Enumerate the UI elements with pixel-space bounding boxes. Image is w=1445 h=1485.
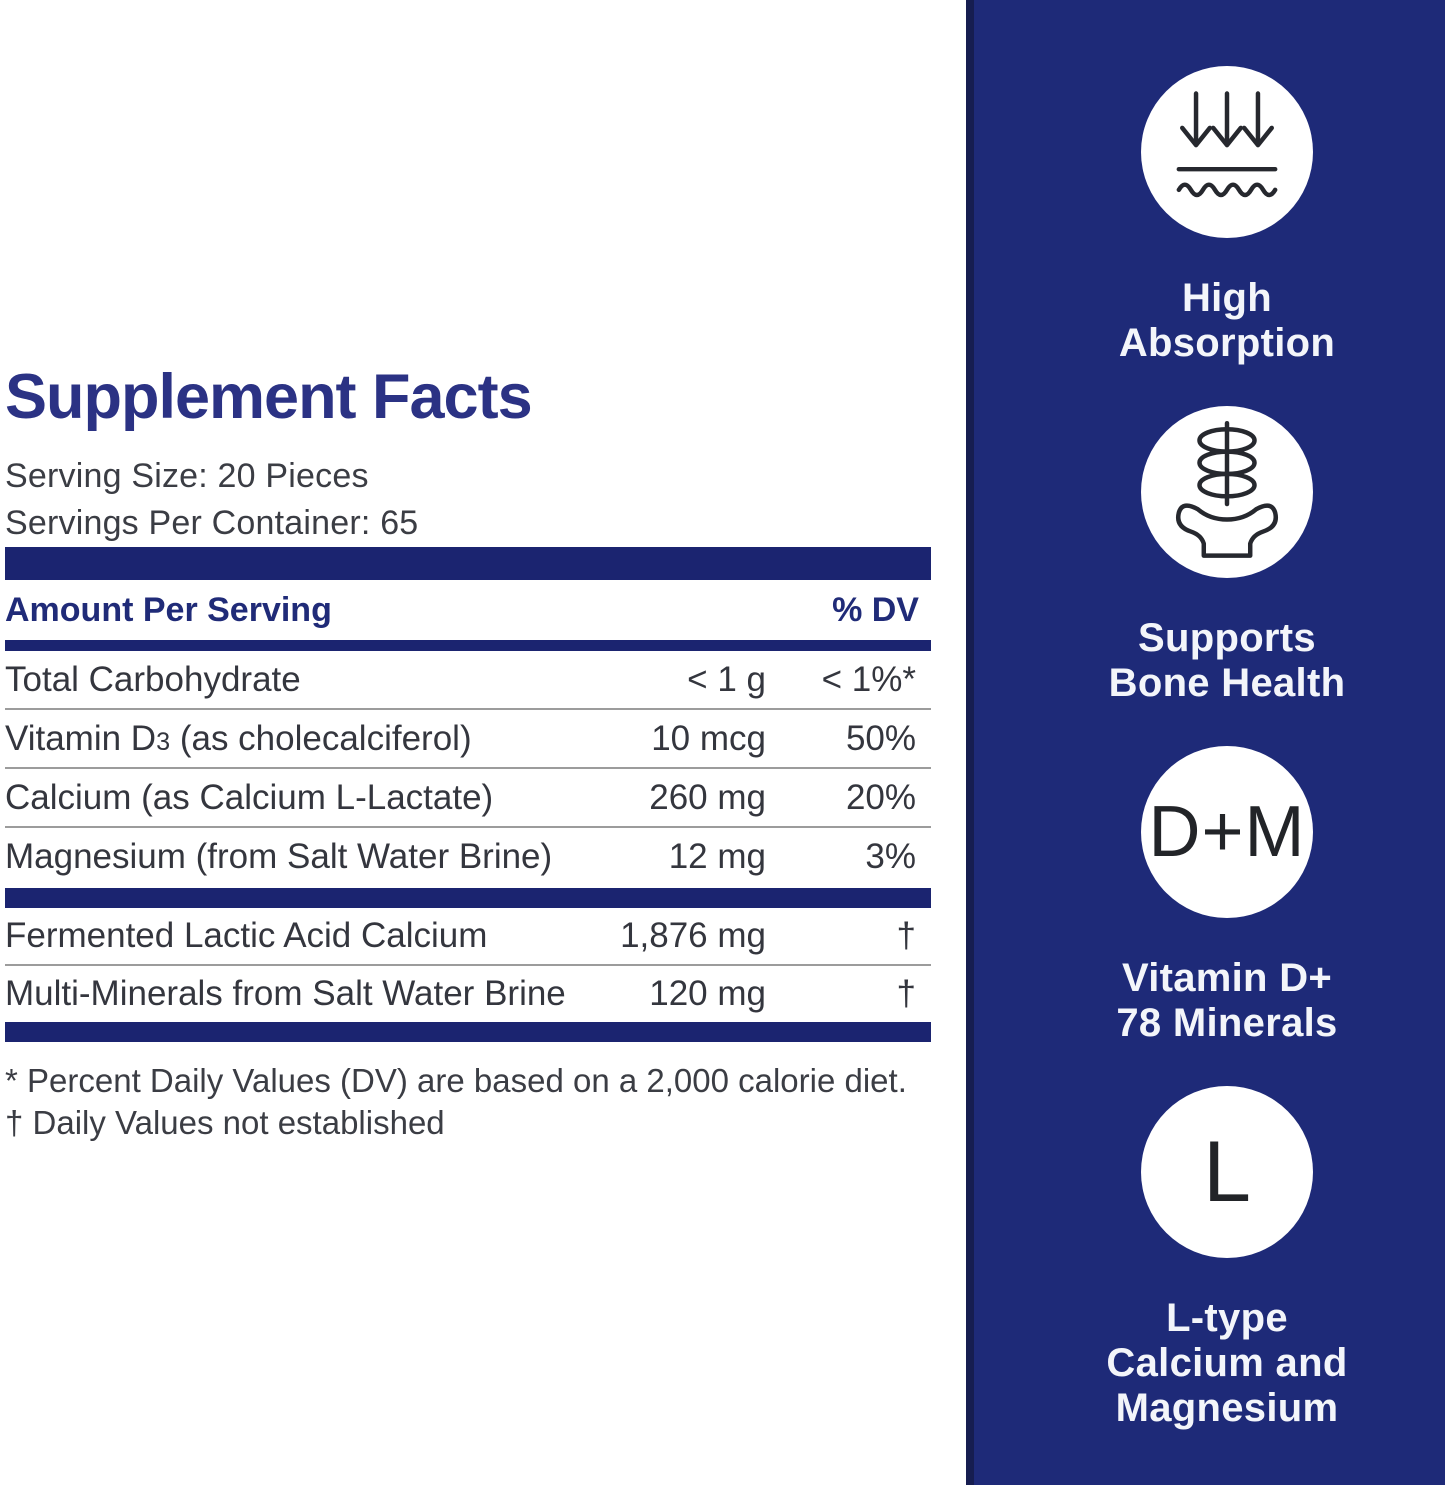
features-list: High Absorption Supports Bone Health <box>974 0 1445 1485</box>
nutrient-amount: 10 mcg <box>651 718 766 758</box>
d-plus-m-badge-icon: D+M <box>1140 746 1313 918</box>
supplement-facts-panel: Supplement Facts Serving Size: 20 Pieces… <box>5 366 931 1144</box>
nutrient-dv: 20% <box>845 777 916 817</box>
features-sidebar: High Absorption Supports Bone Health <box>966 0 1445 1485</box>
nutrient-amount: 1,876 mg <box>620 916 766 955</box>
feature-high-absorption: High Absorption <box>1119 66 1335 366</box>
percent-dv-header: % DV <box>832 590 919 629</box>
d-plus-m-text: D+M <box>1148 792 1306 872</box>
divider-bar-top <box>5 547 931 580</box>
nutrient-dv: 50% <box>845 718 916 758</box>
nutrient-dv: † <box>896 974 916 1013</box>
feature-bone-health: Supports Bone Health <box>1109 406 1346 706</box>
footnote-dv: * Percent Daily Values (DV) are based on… <box>5 1062 907 1099</box>
nutrient-amount: 260 mg <box>649 777 766 817</box>
footnotes: * Percent Daily Values (DV) are based on… <box>5 1060 931 1144</box>
nutrient-label: Vitamin D3 (as cholecalciferol) <box>5 718 472 758</box>
feature-label: Supports Bone Health <box>1108 616 1346 705</box>
nutrients-table-group-1: Total Carbohydrate < 1 g < 1%* Vitamin D… <box>5 651 931 885</box>
serving-info: Serving Size: 20 Pieces Servings Per Con… <box>5 453 931 547</box>
divider-bar-bottom <box>5 1022 931 1042</box>
table-header-row: Amount Per Serving % DV <box>5 580 931 640</box>
table-row: Multi-Minerals from Salt Water Brine 120… <box>5 966 931 1022</box>
nutrients-table-group-2: Fermented Lactic Acid Calcium 1,876 mg †… <box>5 908 931 1022</box>
divider-bar-middle <box>5 888 931 908</box>
nutrient-label: Calcium (as Calcium L-Lactate) <box>5 777 494 817</box>
table-row: Vitamin D3 (as cholecalciferol) 10 mcg 5… <box>5 710 931 769</box>
nutrient-label: Fermented Lactic Acid Calcium <box>5 916 488 955</box>
table-row: Total Carbohydrate < 1 g < 1%* <box>5 651 931 710</box>
table-row: Fermented Lactic Acid Calcium 1,876 mg † <box>5 908 931 966</box>
nutrient-label: Magnesium (from Salt Water Brine) <box>5 836 553 876</box>
spine-icon <box>1140 406 1313 578</box>
nutrient-amount: 12 mg <box>668 836 766 876</box>
l-badge-icon: L <box>1140 1086 1313 1258</box>
page-title: Supplement Facts <box>5 362 533 432</box>
nutrient-amount: 120 mg <box>649 974 766 1013</box>
servings-per-container-text: Servings Per Container: 65 <box>5 504 419 542</box>
table-row: Magnesium (from Salt Water Brine) 12 mg … <box>5 828 931 885</box>
feature-label: Vitamin D+ 78 Minerals <box>1116 956 1338 1045</box>
absorption-icon <box>1141 66 1313 238</box>
feature-label: High Absorption <box>1118 276 1336 365</box>
nutrient-dv: < 1%* <box>821 659 916 699</box>
feature-vitamin-d-minerals: D+M Vitamin D+ 78 Minerals <box>1116 746 1337 1046</box>
nutrient-label: Multi-Minerals from Salt Water Brine <box>5 974 566 1013</box>
nutrient-dv: † <box>896 916 916 955</box>
footnote-dagger: † Daily Values not established <box>5 1104 445 1141</box>
amount-per-serving-header: Amount Per Serving <box>5 590 332 629</box>
feature-label: L-type Calcium and Magnesium <box>1106 1296 1348 1430</box>
nutrient-amount: < 1 g <box>687 659 766 699</box>
nutrient-label: Total Carbohydrate <box>5 659 301 699</box>
serving-size-text: Serving Size: 20 Pieces <box>5 457 369 495</box>
nutrient-dv: 3% <box>865 836 916 876</box>
divider-bar-header <box>5 640 931 651</box>
l-text: L <box>1203 1124 1251 1220</box>
feature-l-type-minerals: L L-type Calcium and Magnesium <box>1106 1086 1347 1431</box>
table-row: Calcium (as Calcium L-Lactate) 260 mg 20… <box>5 769 931 828</box>
